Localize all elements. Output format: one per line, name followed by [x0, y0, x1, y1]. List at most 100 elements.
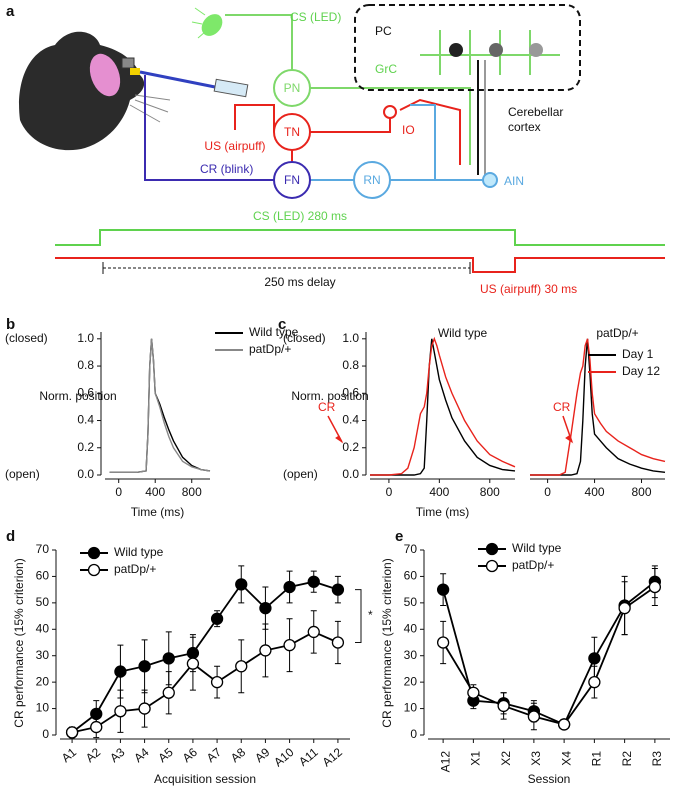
marker	[138, 702, 151, 715]
y-tick-label: 60	[404, 569, 418, 583]
pathways	[144, 4, 581, 181]
x-tick-label: 400	[145, 485, 165, 499]
marker	[331, 636, 345, 649]
y-tick-label: 30	[404, 648, 418, 662]
marker	[186, 646, 200, 660]
label: PN	[284, 81, 301, 95]
y-tick-label: 0.2	[342, 440, 359, 454]
y-tick-label: 20	[404, 674, 418, 688]
legend-label: Wild type	[249, 325, 299, 339]
y-axis-label: CR performance (15% criterion)	[12, 558, 26, 727]
y-tick-label: 0.0	[77, 467, 94, 481]
marker	[436, 583, 450, 596]
panel-label: d	[6, 528, 15, 545]
x-tick-label: R3	[650, 751, 664, 767]
marker	[90, 707, 103, 721]
y-end-label: (open)	[5, 467, 40, 481]
fn-node	[273, 161, 311, 199]
y-tick-label: 0.4	[77, 413, 94, 427]
series-line	[370, 338, 516, 476]
ain-node	[482, 172, 498, 188]
marker	[162, 686, 175, 699]
label: CR (blink)	[200, 162, 253, 176]
label: Cerebellar	[508, 105, 563, 119]
y-end-label: (closed)	[5, 331, 48, 345]
label: 250 ms delay	[264, 275, 335, 289]
label: CS (LED)	[290, 10, 341, 24]
arrow-head	[335, 435, 344, 444]
series-line	[530, 338, 666, 476]
series-line	[109, 338, 211, 473]
x-tick-label: A10	[271, 745, 297, 770]
marker	[259, 601, 272, 615]
x-axis-label: Session	[528, 772, 571, 786]
marker	[307, 575, 320, 588]
legend-label: Wild type	[512, 541, 562, 555]
x-tick-label: 800	[632, 485, 652, 499]
annotation: *	[368, 608, 373, 622]
rn-node	[353, 161, 391, 199]
x-tick-label: A12	[320, 745, 346, 770]
timing-lines	[55, 229, 665, 274]
y-tick-label: 0.0	[342, 467, 359, 481]
marker	[588, 652, 601, 665]
marker	[65, 726, 79, 739]
y-end-label: (open)	[283, 467, 318, 481]
y-tick-label: 0.8	[342, 358, 359, 372]
legend-marker	[485, 542, 499, 556]
label: US (airpuff) 30 ms	[480, 282, 577, 296]
mouse	[19, 31, 249, 151]
x-tick-label: R2	[620, 751, 634, 767]
marker	[186, 657, 200, 670]
pc-cell	[449, 43, 463, 57]
x-tick-label: 400	[585, 485, 605, 499]
marker	[235, 578, 248, 591]
y-tick-label: 20	[36, 674, 50, 688]
label: FN	[284, 173, 300, 187]
y-tick-label: 1.0	[77, 331, 94, 345]
legend-label: patDp/+	[249, 342, 291, 356]
bracket	[355, 589, 362, 643]
x-axis-label: Acquisition session	[154, 772, 256, 786]
legend-marker	[87, 563, 101, 577]
y-tick-label: 30	[36, 648, 50, 662]
x-tick-label: A5	[155, 745, 175, 765]
marker	[618, 601, 631, 615]
pc-cell	[489, 43, 503, 57]
marker	[114, 705, 127, 718]
y-tick-label: 60	[36, 569, 50, 583]
marker	[648, 580, 662, 594]
x-tick-label: 800	[182, 485, 202, 499]
marker	[497, 699, 510, 713]
y-end-label: (closed)	[283, 331, 326, 345]
marker	[467, 686, 480, 699]
label: TN	[284, 125, 300, 139]
x-tick-label: A11	[296, 745, 321, 769]
label: RN	[363, 173, 380, 187]
series-line	[71, 630, 339, 734]
x-tick-label: 800	[480, 485, 500, 499]
x-tick-label: A3	[107, 745, 127, 765]
legend-label: Day 1	[622, 347, 654, 361]
y-tick-label: 1.0	[342, 331, 359, 345]
y-tick-label: 50	[36, 595, 50, 609]
marker	[557, 718, 571, 731]
y-tick-label: 10	[36, 701, 50, 715]
x-tick-label: X2	[499, 751, 513, 766]
x-tick-label: A9	[252, 745, 272, 765]
x-tick-label: A2	[83, 745, 103, 765]
annotation: CR	[553, 400, 571, 414]
legend-label: patDp/+	[512, 558, 554, 572]
tn-node	[273, 113, 311, 151]
marker	[114, 665, 127, 678]
marker	[138, 660, 151, 673]
marker	[307, 625, 320, 639]
marker	[210, 675, 224, 689]
label: CS (LED) 280 ms	[253, 209, 347, 223]
legend-marker	[485, 559, 499, 573]
label: US (airpuff)	[204, 139, 265, 153]
x-tick-label: X3	[529, 751, 543, 766]
y-tick-label: 40	[404, 621, 418, 635]
label: AIN	[504, 174, 524, 188]
marker	[259, 644, 272, 657]
